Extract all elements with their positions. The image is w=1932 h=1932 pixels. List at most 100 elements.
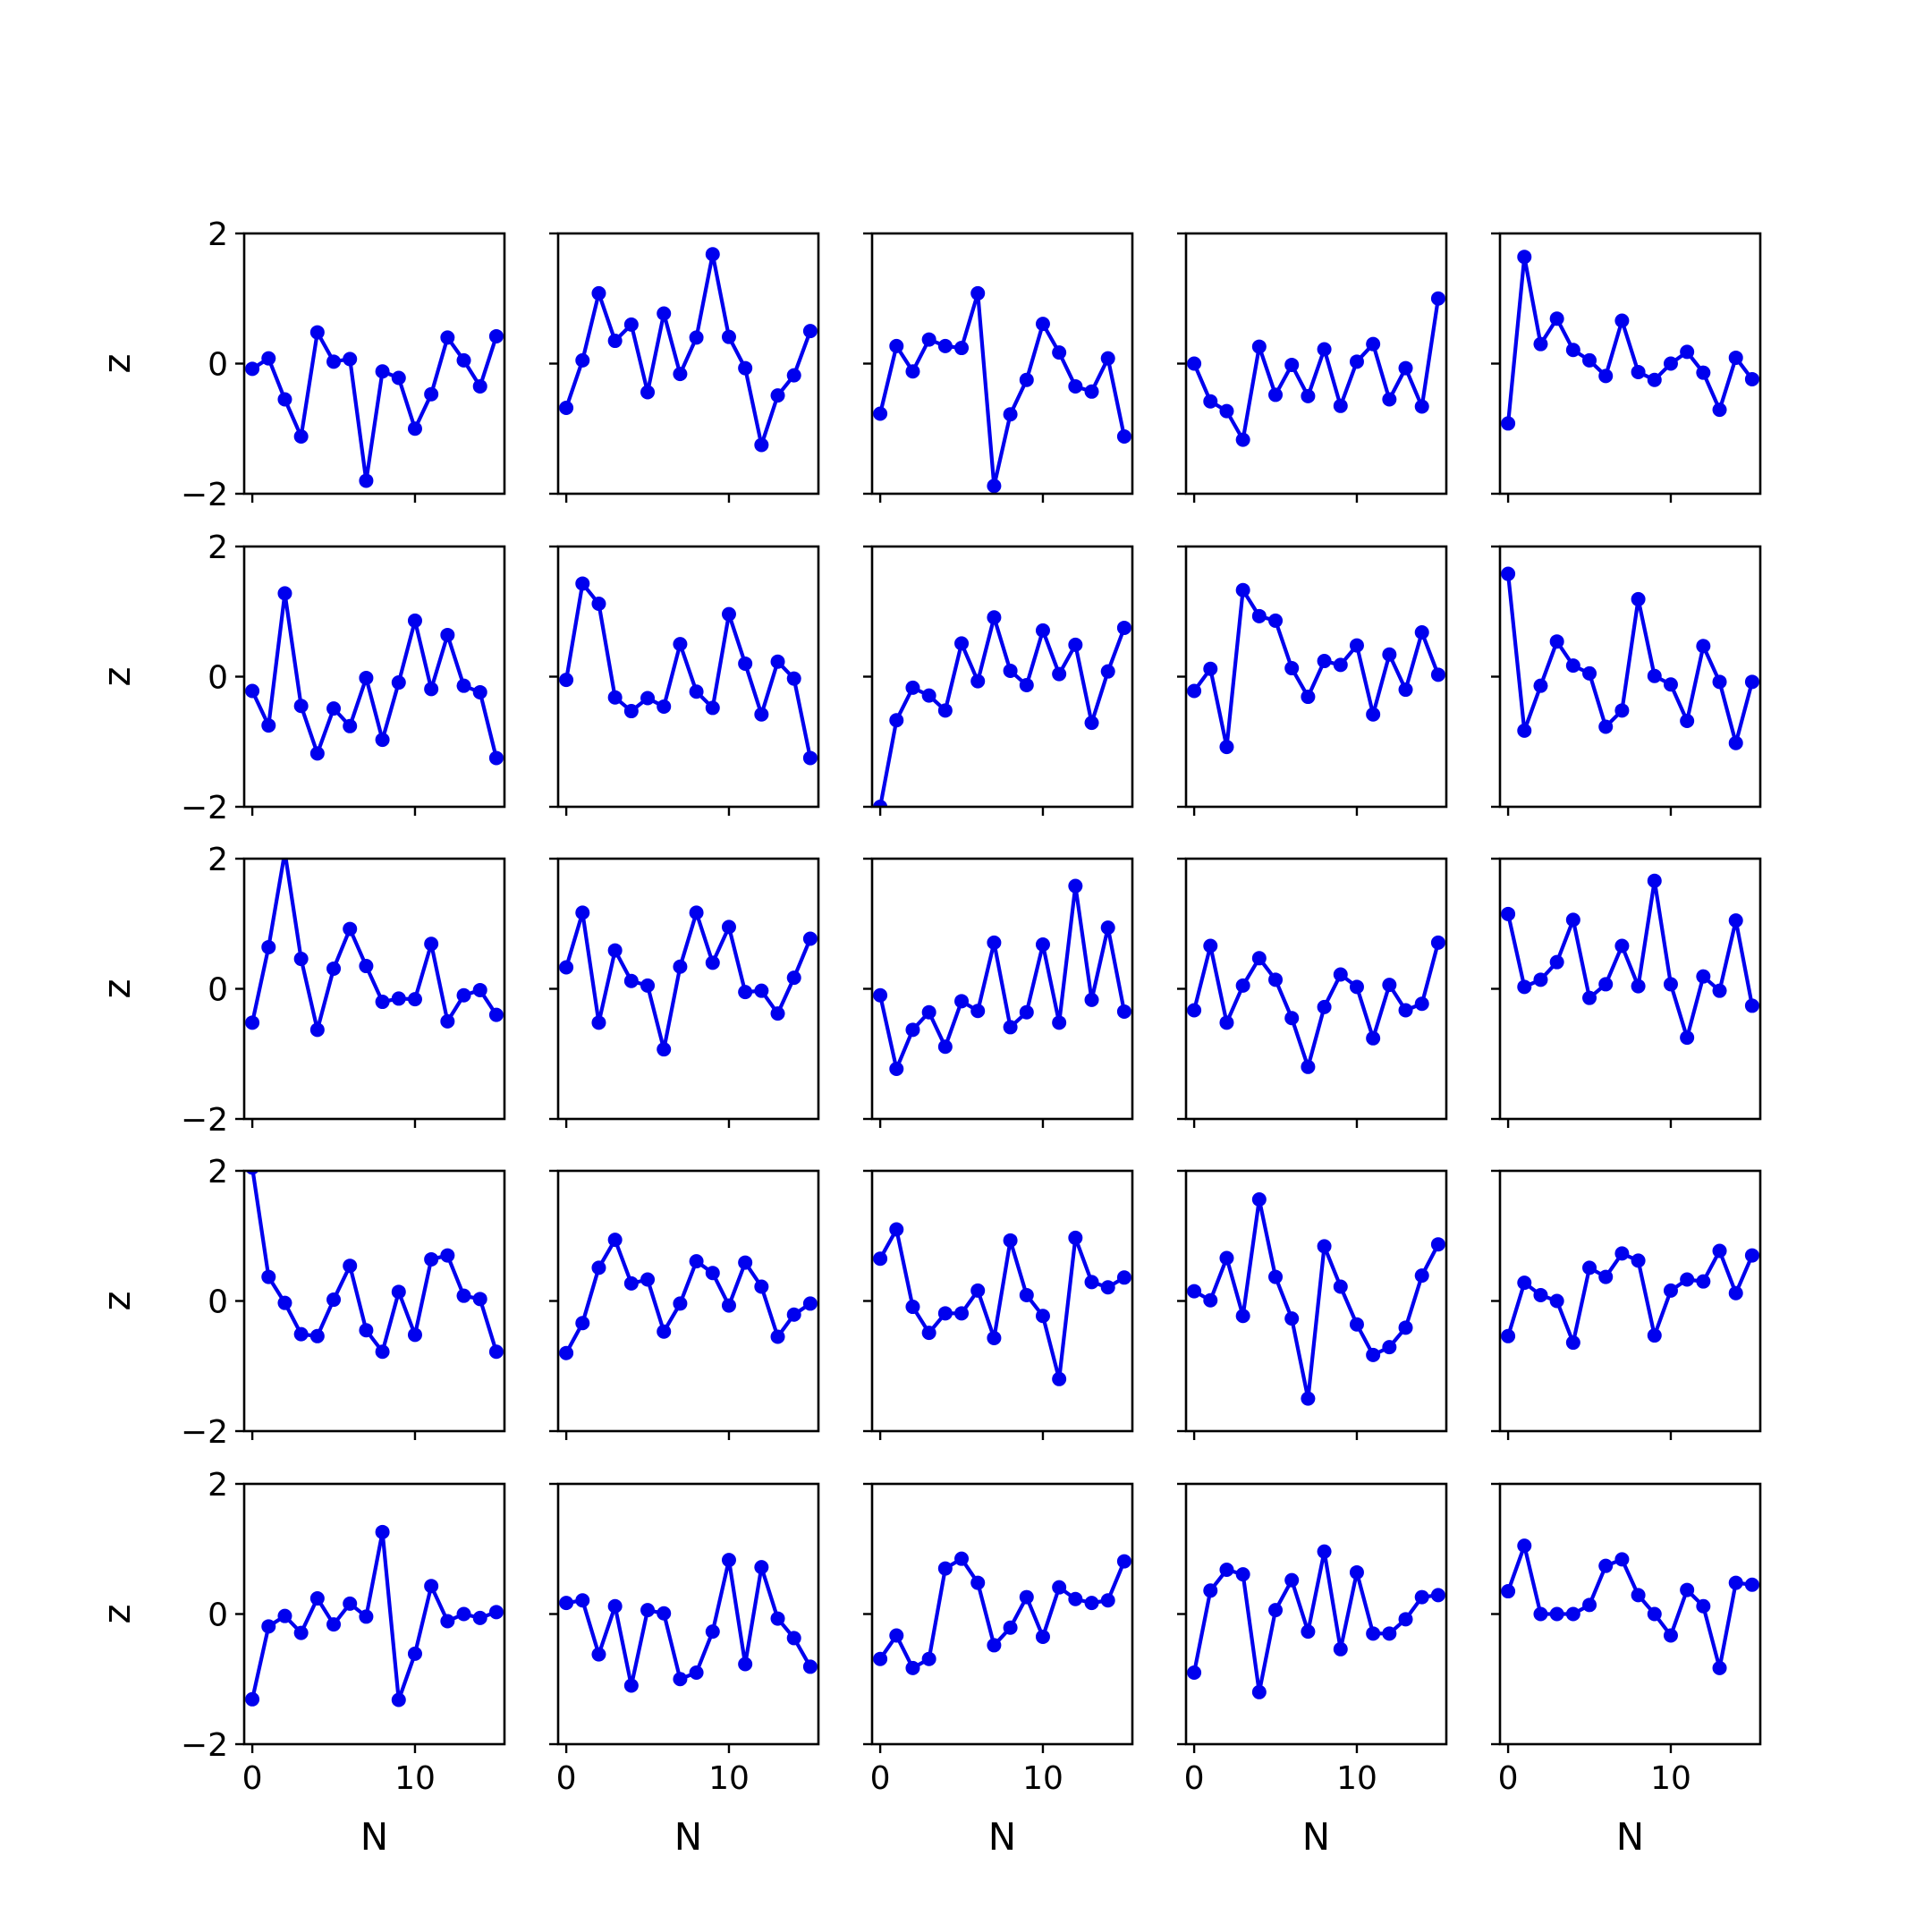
- data-point: [591, 1015, 606, 1030]
- series-line: [1192, 942, 1440, 1069]
- y-tick-label: 2: [208, 1154, 228, 1191]
- data-point: [1647, 1328, 1662, 1343]
- series-line: [1506, 1544, 1753, 1670]
- subplot-r5-c1: 0 10 −2 0 2 z N: [95, 1467, 506, 1859]
- data-point: [1663, 356, 1678, 371]
- data-point: [1100, 351, 1115, 366]
- data-point: [293, 952, 309, 967]
- x-tick-label: 0: [556, 1760, 577, 1797]
- data-point: [359, 473, 374, 488]
- data-point: [1517, 1538, 1532, 1554]
- data-point: [1565, 658, 1580, 674]
- data-point: [921, 688, 936, 703]
- data-point: [1317, 654, 1332, 669]
- data-point: [1398, 1320, 1413, 1335]
- data-point: [559, 960, 574, 975]
- y-tick-label: 0: [208, 972, 228, 1009]
- data-point: [1251, 1684, 1267, 1699]
- data-point: [954, 1551, 970, 1566]
- data-point: [1582, 990, 1597, 1005]
- data-point: [1414, 625, 1429, 640]
- data-point: [1501, 1328, 1516, 1343]
- data-point: [754, 437, 769, 453]
- data-point: [987, 479, 1002, 494]
- data-point: [770, 388, 785, 403]
- data-point: [326, 701, 342, 716]
- data-point: [261, 718, 276, 733]
- series-line: [1506, 573, 1754, 745]
- data-point: [873, 406, 888, 421]
- data-point: [1501, 1584, 1516, 1599]
- data-point: [987, 610, 1002, 625]
- data-point: [424, 386, 439, 402]
- data-point: [1598, 1558, 1614, 1573]
- data-point: [1116, 1270, 1131, 1285]
- y-tick-label: −2: [181, 1414, 228, 1451]
- y-tick-label: −2: [181, 1727, 228, 1764]
- data-point: [1068, 878, 1083, 894]
- data-point: [1100, 1280, 1115, 1295]
- data-point: [673, 1672, 688, 1687]
- data-point: [1382, 392, 1397, 407]
- data-point: [245, 1691, 260, 1707]
- data-point: [1349, 979, 1364, 995]
- data-point: [1582, 1597, 1597, 1613]
- data-point: [1647, 873, 1662, 888]
- data-point: [657, 1324, 672, 1339]
- data-point: [407, 421, 422, 436]
- data-point: [1268, 387, 1284, 402]
- data-point: [1696, 1598, 1711, 1614]
- data-point: [1366, 707, 1381, 722]
- subplot-r5-c2: 0 10N: [549, 1482, 820, 1859]
- series-line: [878, 1556, 1126, 1670]
- data-point: [802, 750, 818, 766]
- data-point: [1517, 723, 1532, 738]
- data-point: [407, 1327, 422, 1343]
- data-point: [1728, 735, 1743, 750]
- data-point: [1301, 690, 1316, 705]
- data-point: [721, 606, 736, 622]
- data-point: [1317, 1239, 1332, 1254]
- subplot-r3-c2: [549, 857, 820, 1128]
- data-point: [905, 1300, 920, 1315]
- data-point: [889, 1222, 904, 1237]
- series-line: [1192, 588, 1440, 750]
- data-point: [623, 1275, 639, 1291]
- data-point: [1663, 677, 1678, 692]
- data-point: [1712, 402, 1727, 418]
- subplot-r4-c4: [1177, 1169, 1448, 1440]
- data-point: [1614, 938, 1630, 953]
- data-point: [1052, 1371, 1067, 1386]
- subplot-r4-c5: [1491, 1169, 1762, 1440]
- data-point: [802, 324, 818, 339]
- y-tick-label: 0: [208, 347, 228, 384]
- data-point: [488, 750, 504, 766]
- subplot-r3-c3: [863, 857, 1134, 1128]
- data-point: [1187, 683, 1202, 699]
- data-point: [1366, 1030, 1381, 1046]
- data-point: [559, 1345, 574, 1360]
- data-point: [1533, 1606, 1548, 1622]
- data-point: [770, 1611, 785, 1626]
- data-point: [889, 338, 904, 353]
- data-point: [1414, 1589, 1429, 1605]
- data-point: [1614, 1552, 1630, 1567]
- data-point: [559, 673, 574, 688]
- data-point: [1019, 1004, 1034, 1020]
- data-point: [623, 1678, 639, 1693]
- data-point: [970, 674, 986, 689]
- data-point: [1100, 920, 1115, 936]
- data-point: [873, 987, 888, 1003]
- data-point: [770, 654, 785, 669]
- data-point: [1284, 1011, 1300, 1026]
- data-point: [309, 746, 325, 761]
- data-point: [1219, 1250, 1234, 1266]
- data-point: [905, 364, 920, 379]
- data-point: [359, 1323, 374, 1338]
- data-point: [1333, 1279, 1348, 1294]
- data-point: [326, 354, 342, 369]
- data-point: [1517, 250, 1532, 265]
- series-line: [878, 291, 1126, 488]
- data-point: [721, 1298, 736, 1313]
